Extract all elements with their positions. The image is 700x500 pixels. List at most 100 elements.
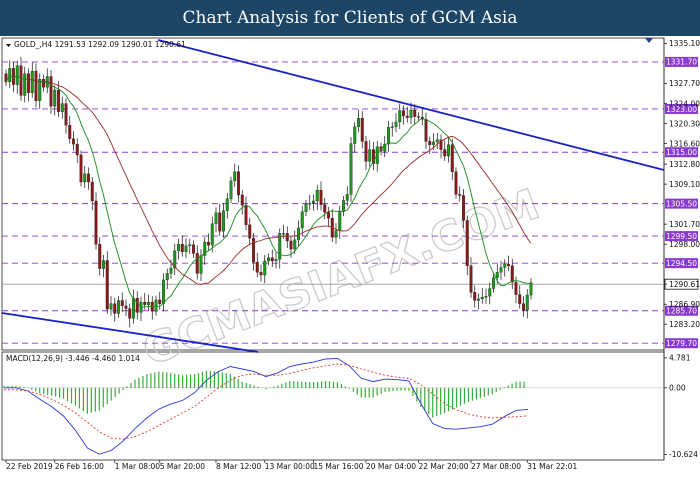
level-label-box: [665, 258, 698, 269]
candle-body: [323, 204, 327, 213]
candle-body: [289, 240, 293, 250]
price-tick-label: 1301.70: [669, 220, 700, 229]
level-label: 1285.70: [666, 307, 697, 316]
candle-body: [237, 171, 240, 196]
price-chart[interactable]: GCMASIAFX.COM 1331.701323.001315.001305.…: [0, 36, 700, 500]
candle-body: [94, 200, 98, 245]
price-tick-label: 1309.10: [669, 180, 700, 189]
candle-body: [222, 210, 225, 232]
time-tick-label: 20 Mar 04:00: [366, 462, 416, 471]
time-tick-label: 31 Mar 22:01: [527, 462, 577, 471]
macd-indicator: 4.781 0.00 -10.624: [2, 354, 698, 459]
candle-body: [522, 303, 525, 311]
candle-body: [312, 200, 315, 204]
candle-body: [83, 173, 87, 183]
candle-body: [447, 144, 450, 157]
candle-body: [308, 202, 312, 205]
candle-body: [507, 264, 510, 267]
time-tick-label: 26 Feb 16:00: [55, 462, 104, 471]
candle-body: [34, 70, 38, 101]
level-label: 1305.50: [666, 199, 697, 208]
candle-body: [19, 65, 23, 96]
level-label-box: [665, 56, 698, 67]
candle-body: [210, 223, 214, 246]
price-tick-label: 1324.00: [669, 99, 700, 108]
candle-body: [75, 143, 79, 156]
candle-body: [383, 143, 387, 152]
macd-tick-label: -10.624: [669, 450, 698, 459]
candle-body: [173, 250, 177, 269]
candle-body: [90, 181, 94, 202]
candle-body: [180, 244, 184, 252]
candle-body: [368, 149, 372, 162]
candle-body: [514, 281, 518, 295]
candle-body: [113, 303, 117, 314]
candle-body: [334, 230, 338, 238]
candle-body: [4, 73, 8, 83]
candle-body: [443, 149, 447, 157]
macd-label: MACD(12,26,9) -3.446 -4.460 1.014: [6, 354, 140, 363]
candle-body: [315, 189, 319, 202]
candle-body: [319, 189, 323, 205]
candle-body: [169, 267, 173, 274]
candle-body: [248, 224, 252, 239]
ma-slow-line: [28, 78, 532, 285]
candle-body: [458, 194, 462, 196]
candle-body: [72, 138, 75, 145]
candles: [4, 57, 533, 328]
candle-body: [263, 260, 267, 276]
candle-body: [492, 277, 495, 289]
price-tick-label: 1312.80: [669, 160, 700, 169]
candle-body: [357, 118, 360, 127]
candle-body: [274, 259, 278, 262]
candle-body: [229, 180, 233, 199]
chart-header: Chart Analysis for Clients of GCM Asia: [0, 0, 700, 36]
macd-tick-label: 4.781: [669, 354, 691, 363]
candle-body: [158, 299, 162, 304]
time-tick-label: 15 Mar 16:00: [314, 462, 364, 471]
time-tick-label: 1 Mar 08:00: [115, 462, 161, 471]
price-tick-label: 1283.20: [669, 320, 700, 329]
horizontal-levels: 1331.70 1323.00 1315.00 1305.50 1299.50 1294.…: [2, 56, 698, 349]
candle-body: [413, 109, 417, 117]
candle-body: [109, 303, 113, 310]
symbol-text: GOLD_,H4 1291.53 1292.09 1290.01 1290.61: [14, 40, 186, 49]
candle-body: [518, 294, 522, 304]
level-label: 1279.70: [666, 339, 697, 348]
shift-marker-icon: [645, 38, 653, 43]
price-axis: 1335.10 1327.70 1324.00 1320.30 1316.60 1312.…: [664, 39, 700, 329]
candle-body: [12, 68, 15, 85]
price-tick-label: 1298.00: [669, 240, 700, 249]
candle-body: [135, 298, 139, 313]
candle-body: [267, 257, 270, 262]
candle-body: [233, 171, 237, 182]
candle-body: [154, 299, 158, 312]
candle-body: [27, 73, 30, 93]
candle-body: [525, 294, 529, 311]
candle-body: [79, 154, 83, 183]
candle-body: [147, 301, 150, 305]
level-label: 1331.70: [666, 58, 697, 67]
macd-line: [4, 357, 529, 455]
level-label-box: [665, 338, 698, 349]
level-label-box: [665, 147, 698, 158]
candle-body: [477, 298, 480, 301]
candle-body: [480, 297, 484, 300]
candle-body: [345, 194, 349, 201]
candle-body: [244, 205, 248, 225]
price-tick-label: 1316.60: [669, 139, 700, 148]
candle-body: [398, 110, 402, 123]
trendlines: [1, 39, 665, 353]
candle-body: [394, 121, 398, 127]
candle-body: [38, 79, 42, 101]
candle-body: [349, 143, 353, 195]
candle-body: [282, 233, 285, 235]
level-label: 1323.00: [666, 105, 697, 114]
candle-body: [240, 194, 244, 206]
candle-body: [117, 300, 120, 314]
candle-body: [188, 244, 192, 246]
candle-body: [120, 300, 124, 307]
candle-body: [42, 79, 45, 88]
candle-body: [297, 227, 300, 241]
price-tick-label: 1320.30: [669, 119, 700, 128]
